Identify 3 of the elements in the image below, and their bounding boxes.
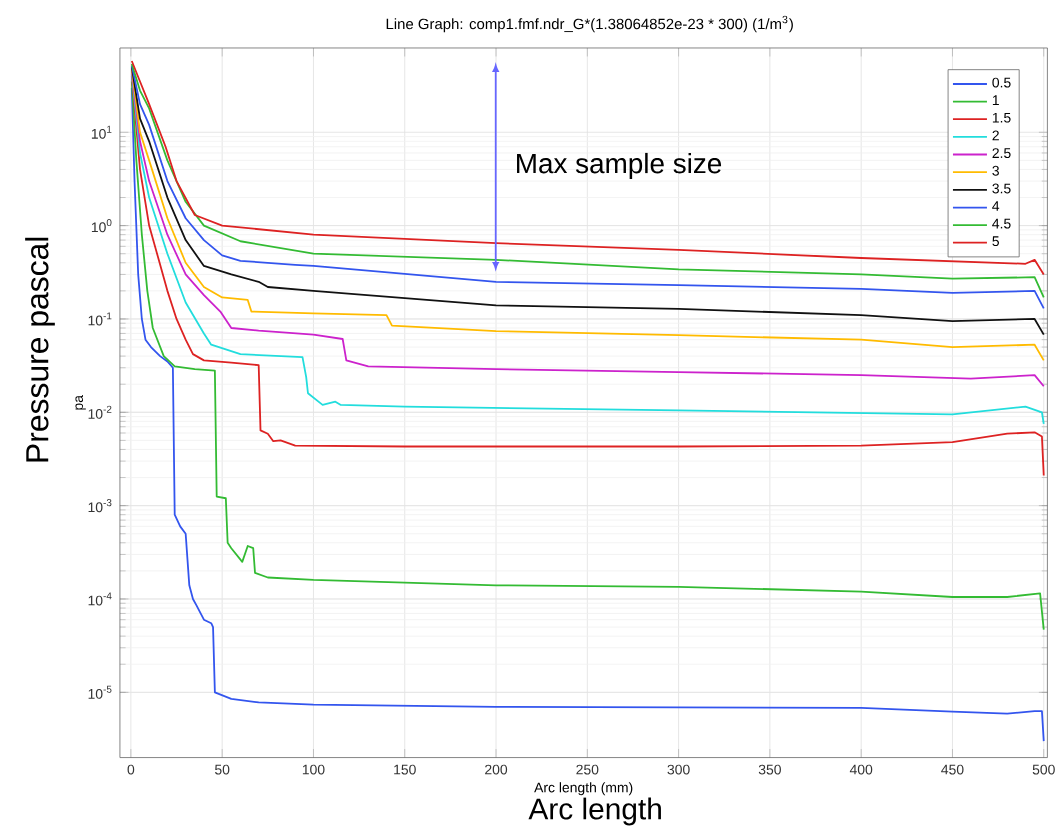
annotation: Max sample size [517, 152, 722, 179]
text: Arc length [528, 797, 661, 826]
text: Pressure pascal [25, 237, 55, 462]
